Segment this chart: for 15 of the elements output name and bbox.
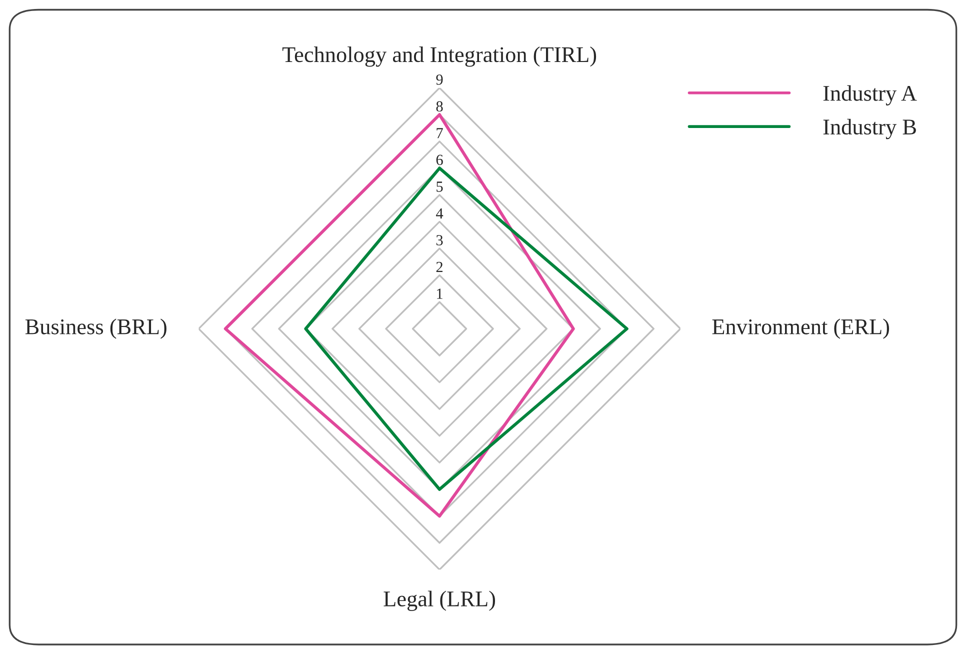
spoke-label: Legal (LRL) <box>384 590 496 611</box>
y-tick-label: 9 <box>436 74 443 85</box>
y-tick-label: 1 <box>437 288 442 299</box>
legend-label: Industry B <box>823 118 916 140</box>
y-tick-label: 3 <box>436 235 443 246</box>
y-tick-label: 8 <box>436 101 443 112</box>
y-tick-label: 7 <box>436 128 443 138</box>
y-tick-label: 4 <box>436 208 444 218</box>
spoke-label: Technology and Integration (TIRL) <box>282 46 596 67</box>
spoke-label: Environment (ERL) <box>712 318 890 339</box>
y-tick-label: 5 <box>436 182 443 192</box>
spoke-label: Business (BRL) <box>25 318 166 339</box>
y-tick-label: 2 <box>436 262 443 272</box>
y-tick-label: 6 <box>436 154 443 166</box>
legend-label: Industry A <box>823 85 917 106</box>
